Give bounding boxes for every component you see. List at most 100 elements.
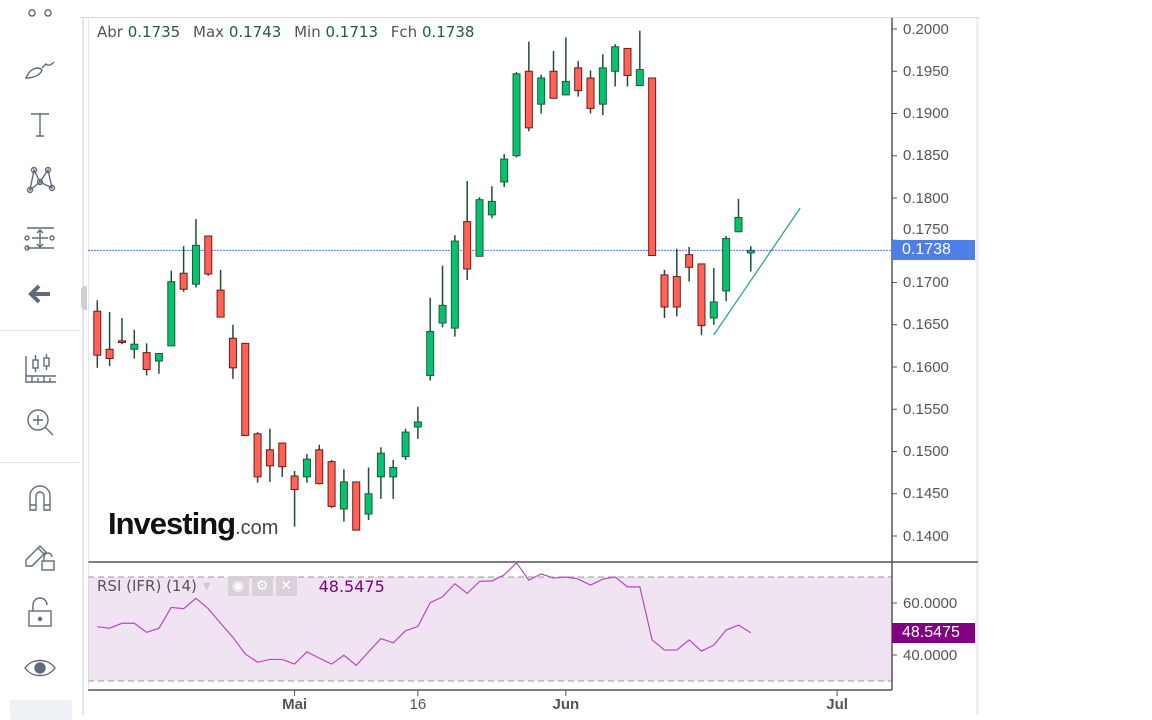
toolbar-separator: [0, 462, 80, 463]
candle-down: [204, 235, 213, 275]
time-tick-label: Jun: [552, 696, 580, 713]
low-label: Min: [294, 23, 321, 41]
candle-up: [450, 240, 459, 329]
collapse-toolbar-handle[interactable]: [81, 286, 87, 310]
rsi-band: [88, 577, 892, 681]
candle-up: [512, 73, 521, 157]
measure-icon[interactable]: [20, 348, 60, 388]
candle-down: [105, 348, 114, 360]
candle-up: [364, 493, 373, 515]
candle-up: [426, 331, 435, 376]
candle-down: [265, 449, 274, 467]
price-tick-label: 0.1650: [903, 316, 949, 334]
trendline: [713, 207, 801, 336]
high-value: 0.1743: [228, 23, 282, 41]
rsi-value: 48.5475: [318, 576, 385, 596]
price-tick-label: 0.1450: [903, 485, 949, 503]
candle-up: [722, 238, 731, 292]
close-label: Fch: [390, 23, 418, 41]
candle-up: [389, 467, 398, 478]
investing-logo: Investing.com: [108, 506, 279, 541]
rsi-tick-label: 60.0000: [903, 594, 958, 612]
text-icon[interactable]: [20, 104, 60, 144]
toolbar-divider: [82, 18, 84, 715]
candle-down: [660, 274, 669, 308]
toolbar-bottom-button[interactable]: [10, 700, 72, 720]
candle-down: [278, 442, 287, 468]
time-tick-label: Mai: [282, 696, 308, 713]
candle-up: [376, 452, 385, 478]
price-tick-label: 0.1500: [903, 443, 949, 460]
candle-down: [586, 77, 595, 109]
magnet-icon[interactable]: [20, 478, 60, 518]
candle-up: [537, 77, 546, 105]
price-tick-label: 0.1600: [903, 358, 949, 376]
eye-icon[interactable]: [20, 648, 60, 688]
price-tick-label: 0.1900: [903, 105, 949, 122]
brush-icon[interactable]: [20, 48, 60, 88]
candle-down: [216, 289, 225, 318]
price-tick-label: 0.1700: [903, 274, 949, 291]
candle-up: [709, 301, 718, 319]
last-price-tag: 0.1738: [892, 240, 975, 261]
price-tick-label: 0.1550: [903, 400, 949, 418]
candle-down: [253, 433, 262, 478]
unlock-icon[interactable]: [20, 592, 60, 632]
candle-down: [549, 70, 558, 99]
price-tick-label: 0.1400: [903, 527, 949, 545]
candle-up: [561, 80, 570, 96]
open-value: 0.1735: [127, 23, 181, 41]
price-tick-label: 0.2000: [903, 20, 949, 38]
candle-up: [191, 244, 200, 285]
candle-up: [500, 158, 509, 183]
time-tick-label: 16: [409, 696, 427, 713]
candle-up: [401, 431, 410, 458]
candle-down: [623, 47, 632, 76]
price-tick-label: 0.1750: [903, 221, 949, 239]
candle-down: [327, 461, 336, 507]
rsi-line: [97, 562, 752, 667]
fibonacci-icon[interactable]: [20, 218, 60, 258]
eye-icon[interactable]: ◉: [227, 576, 249, 596]
lock-drawing-icon[interactable]: [20, 534, 60, 574]
drawing-toolbar: [0, 0, 80, 720]
high-label: Max: [193, 23, 225, 41]
pattern-icon[interactable]: [20, 160, 60, 200]
candle-up: [746, 249, 755, 254]
price-chart[interactable]: [88, 18, 978, 698]
candle-up: [413, 421, 422, 428]
open-label: Abr: [97, 23, 123, 41]
candle-up: [598, 67, 607, 105]
candle-down: [290, 475, 299, 491]
candle-down: [574, 67, 583, 92]
rsi-dropdown-icon[interactable]: ▼: [202, 580, 211, 592]
candle-up: [635, 69, 644, 87]
zoom-in-icon[interactable]: [20, 402, 60, 442]
right-border: [976, 18, 979, 715]
gear-icon[interactable]: ⚙: [251, 576, 273, 596]
candle-up: [302, 458, 311, 478]
back-arrow-icon[interactable]: [20, 274, 60, 314]
rsi-legend: RSI (IFR) (14) ▼ ◉ ⚙ ✕ 48.5475: [97, 576, 385, 596]
candle-down: [352, 481, 361, 531]
candle-down: [241, 342, 250, 436]
candle-up: [130, 343, 139, 350]
price-tick-label: 0.1950: [903, 62, 949, 80]
close-icon[interactable]: ✕: [275, 576, 297, 596]
rsi-value-tag: 48.5475: [892, 622, 975, 643]
candle-down: [93, 310, 102, 356]
rsi-tick-label: 40.0000: [903, 646, 958, 664]
candle-up: [475, 199, 484, 257]
candle-up: [154, 352, 163, 362]
rsi-label: RSI (IFR) (14): [97, 577, 197, 595]
candle-down: [228, 337, 237, 369]
candle-down: [648, 77, 657, 256]
top-border: [0, 17, 980, 18]
candle-down: [524, 70, 533, 129]
candle-up: [611, 46, 620, 72]
candle-down: [697, 263, 706, 327]
circles-icon[interactable]: [20, 0, 60, 30]
candle-down: [685, 254, 694, 268]
candle-down: [117, 340, 126, 343]
candle-up: [734, 216, 743, 233]
